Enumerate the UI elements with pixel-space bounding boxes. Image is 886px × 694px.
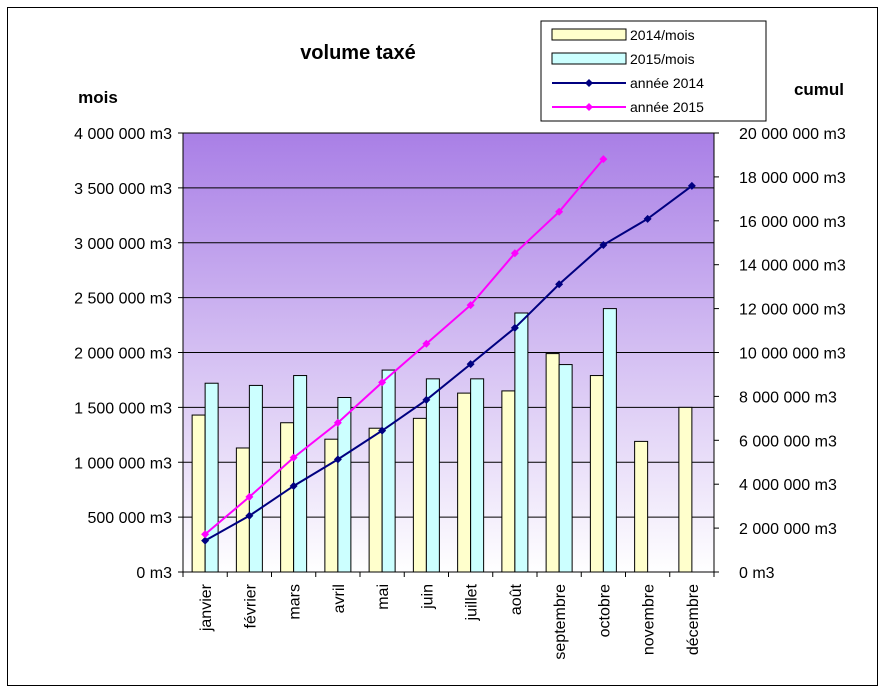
- category-label: novembre: [641, 584, 658, 655]
- line-point-7: [510, 323, 519, 332]
- category-labels: janvier février mars avril mai juin juillet aoû…: [198, 583, 702, 659]
- right-tick-label: 12 000 000 m3: [739, 302, 846, 319]
- bars-group: [191, 308, 693, 573]
- right-tick-label: 20 000 000 m3: [739, 126, 846, 143]
- line-point-8: [555, 207, 564, 216]
- right-tick-label: 2 000 000 m3: [739, 521, 837, 538]
- legend-marker: [585, 79, 593, 87]
- legend-label: 2015/mois: [630, 51, 695, 67]
- bar-2015-mois-1: [248, 384, 263, 573]
- line-point-3: [333, 418, 342, 427]
- line-point-2: [289, 481, 298, 490]
- bar-2014-mois-9: [589, 375, 604, 573]
- bar-2015-mois-8: [558, 364, 573, 573]
- bar-2014-mois-1: [235, 447, 250, 573]
- left-tick-label: 3 500 000 m3: [74, 181, 172, 198]
- category-label: février: [242, 583, 259, 628]
- right-axis-label: cumul: [794, 80, 844, 99]
- lines-group: [201, 155, 696, 545]
- right-tick-label: 10 000 000 m3: [739, 346, 846, 363]
- right-tick-label: 8 000 000 m3: [739, 389, 837, 406]
- line-point-6: [466, 360, 475, 369]
- line-point-11: [687, 181, 696, 190]
- category-label: mai: [375, 584, 392, 610]
- category-label: juillet: [464, 583, 481, 621]
- bar-2014-mois-8: [545, 353, 560, 573]
- line-point-5: [422, 339, 431, 348]
- legend-swatch: [551, 52, 627, 65]
- bar-2015-mois-2: [293, 375, 308, 573]
- legend: 2014/mois 2015/mois année 2014 année 2015: [540, 20, 767, 122]
- legend-marker: [585, 103, 593, 111]
- category-label: août: [508, 583, 525, 615]
- left-tick-label: 4 000 000 m3: [74, 126, 172, 143]
- bar-2014-mois-4: [368, 427, 383, 573]
- line-point-1: [245, 511, 254, 520]
- category-label: janvier: [198, 583, 215, 632]
- bar-2014-mois-6: [457, 392, 472, 573]
- bar-2014-mois-10: [634, 440, 649, 573]
- bar-2014-mois-5: [412, 417, 427, 573]
- category-label: septembre: [552, 584, 569, 660]
- left-tick-label: 2 000 000 m3: [74, 346, 172, 363]
- bar-2014-mois-2: [280, 422, 295, 573]
- right-tick-label: 6 000 000 m3: [739, 433, 837, 450]
- legend-label: année 2014: [630, 75, 704, 91]
- left-axis-label: mois: [78, 88, 118, 107]
- line-point-5: [422, 395, 431, 404]
- left-tick-label: 1 000 000 m3: [74, 455, 172, 472]
- axes-group: [178, 132, 719, 577]
- category-label: octobre: [596, 584, 613, 637]
- bar-2015-mois-0: [204, 382, 219, 573]
- left-tick-label: 3 000 000 m3: [74, 236, 172, 253]
- category-label: avril: [331, 584, 348, 613]
- bar-2015-mois-6: [470, 378, 485, 573]
- bar-2015-mois-9: [602, 308, 617, 573]
- bar-2014-mois-11: [678, 406, 693, 573]
- legend-label: 2014/mois: [630, 27, 695, 43]
- line-series: [204, 185, 693, 542]
- category-label: juin: [419, 584, 436, 610]
- legend-label: année 2015: [630, 99, 704, 115]
- right-tick-label: 0 m3: [739, 565, 775, 582]
- line-point-9: [599, 240, 608, 249]
- line-point-2: [289, 453, 298, 462]
- bar-2014-mois-7: [501, 390, 516, 573]
- gridlines: [183, 132, 714, 518]
- bar-2015-mois-5: [425, 378, 440, 573]
- left-tick-label: 500 000 m3: [87, 510, 172, 527]
- legend-swatch: [551, 28, 627, 41]
- right-tick-label: 4 000 000 m3: [739, 477, 837, 494]
- line-point-8: [555, 280, 564, 289]
- bar-2014-mois-0: [191, 414, 206, 573]
- right-tick-label: 14 000 000 m3: [739, 258, 846, 275]
- line-point-1: [245, 492, 254, 501]
- right-tick-label: 18 000 000 m3: [739, 170, 846, 187]
- line-point-10: [643, 214, 652, 223]
- right-tick-label: 16 000 000 m3: [739, 214, 846, 231]
- line-point-3: [333, 455, 342, 464]
- bar-2015-mois-4: [381, 369, 396, 573]
- line-point-6: [466, 301, 475, 310]
- right-tick-labels: 0 m3 2 000 000 m3 4 000 000 m3 6 000 000 m3…: [739, 126, 846, 582]
- line-series: [204, 158, 605, 536]
- line-point-9: [599, 155, 608, 164]
- bar-2015-mois-7: [514, 312, 529, 573]
- left-tick-label: 2 500 000 m3: [74, 291, 172, 308]
- line-point-0: [201, 530, 210, 539]
- chart-title: volume taxé: [300, 42, 416, 64]
- category-label: décembre: [685, 584, 702, 655]
- line-point-4: [378, 378, 387, 387]
- left-tick-labels: 0 m3 500 000 m3 1 000 000 m3 1 500 000 m3 2 …: [74, 126, 172, 582]
- line-point-7: [510, 249, 519, 258]
- line-point-4: [378, 426, 387, 435]
- left-tick-label: 0 m3: [136, 565, 172, 582]
- line-point-0: [201, 536, 210, 545]
- category-label: mars: [287, 584, 304, 620]
- left-tick-label: 1 500 000 m3: [74, 400, 172, 417]
